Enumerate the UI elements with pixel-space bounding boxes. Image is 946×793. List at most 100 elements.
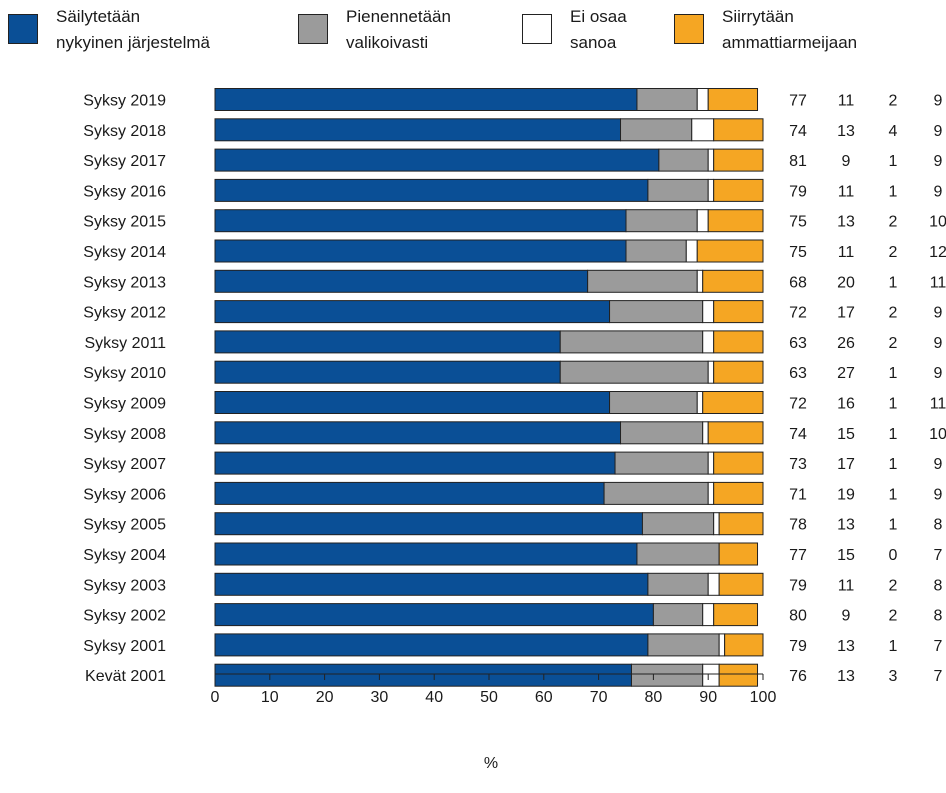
value-label: 11	[838, 244, 855, 261]
category-label: Syksy 2011	[84, 335, 166, 352]
bar-segment-1-row-15	[214, 512, 643, 536]
x-tick-label: 20	[316, 689, 334, 706]
value-label: 77	[789, 547, 807, 564]
bar-segment-4-row-7	[702, 269, 764, 293]
value-label: 76	[789, 668, 807, 685]
value-label: 74	[789, 123, 807, 140]
bar-segment-3-row-19	[718, 633, 726, 657]
value-label: 2	[889, 305, 898, 322]
value-label: 9	[934, 456, 943, 473]
value-label: 27	[837, 365, 855, 382]
category-label: Syksy 2009	[83, 396, 166, 413]
bar-segment-3-row-12	[702, 421, 709, 445]
bar-segment-1-row-12	[214, 421, 622, 445]
value-label: 63	[789, 335, 807, 352]
bar-segment-2-row-2	[620, 118, 693, 142]
value-label: 9	[934, 365, 943, 382]
bar-segment-2-row-6	[625, 239, 687, 263]
bar-segment-2-row-5	[625, 209, 698, 233]
bar-segment-2-row-12	[620, 421, 704, 445]
value-label: 9	[934, 123, 943, 140]
bar-segment-2-row-1	[636, 88, 698, 111]
value-label: 9	[842, 153, 851, 170]
bar-segment-2-row-8	[609, 300, 704, 324]
value-label: 2	[889, 93, 898, 110]
value-label: 2	[889, 608, 898, 625]
bar-segment-4-row-18	[713, 603, 759, 627]
x-tick-label: 70	[590, 689, 608, 706]
legend-label-3: Ei osaa sanoa	[570, 7, 627, 52]
bar-segment-4-row-20	[718, 663, 759, 687]
category-label: Syksy 2002	[83, 608, 166, 625]
value-label: 13	[837, 668, 855, 685]
x-tick-label: 60	[535, 689, 553, 706]
value-label: 20	[837, 274, 855, 291]
value-label: 1	[889, 456, 898, 473]
value-label: 10	[929, 426, 946, 443]
bar-segment-3-row-9	[702, 330, 715, 354]
value-label: 13	[837, 123, 855, 140]
value-label: 11	[930, 274, 946, 291]
value-label: 81	[789, 153, 807, 170]
bars	[214, 88, 764, 687]
legend-swatch-3	[522, 14, 552, 44]
bar-segment-1-row-20	[214, 663, 632, 687]
category-label: Syksy 2005	[83, 517, 166, 534]
value-label: 11	[838, 577, 855, 594]
bar-segment-1-row-11	[214, 391, 611, 414]
value-label: 2	[889, 577, 898, 594]
value-label: 8	[934, 608, 943, 625]
value-label: 11	[930, 396, 946, 413]
value-label: 7	[934, 668, 943, 685]
bar-segment-1-row-7	[214, 269, 589, 293]
bar-segment-3-row-15	[713, 512, 720, 536]
bar-segment-2-row-16	[636, 542, 720, 566]
x-axis: 0 10 20 30 40 50 60 70 80 90 100	[211, 673, 776, 706]
bar-segment-3-row-11	[696, 391, 704, 414]
value-label: 77	[789, 93, 807, 110]
value-label: 9	[934, 183, 943, 200]
bar-segment-2-row-15	[641, 512, 715, 536]
legend-label-2: Pienennetään valikoivasti	[346, 7, 451, 52]
bar-segment-4-row-14	[713, 481, 764, 505]
bar-segment-3-row-13	[707, 451, 715, 475]
bar-segment-2-row-19	[647, 633, 720, 657]
bar-segment-3-row-2	[691, 118, 715, 142]
category-label: Syksy 2001	[83, 638, 166, 655]
category-label: Syksy 2007	[83, 456, 166, 473]
value-label: 9	[934, 153, 943, 170]
bar-segment-2-row-4	[647, 178, 709, 202]
value-label: 11	[838, 183, 855, 200]
bar-segment-1-row-13	[214, 451, 616, 475]
value-label: 1	[889, 638, 898, 655]
bar-segment-2-row-3	[658, 148, 709, 172]
category-label: Syksy 2006	[83, 486, 166, 503]
value-label: 2	[889, 214, 898, 231]
x-tick-label: 30	[371, 689, 389, 706]
bar-segment-2-row-20	[630, 663, 704, 687]
category-label: Syksy 2008	[83, 426, 166, 443]
bar-segment-4-row-8	[713, 300, 764, 324]
value-label: 80	[789, 608, 807, 625]
bar-segment-3-row-7	[696, 269, 704, 293]
bar-segment-4-row-15	[718, 512, 764, 536]
bar-segment-4-row-11	[702, 391, 764, 414]
value-label: 75	[789, 214, 807, 231]
bar-segment-4-row-16	[718, 542, 759, 566]
bar-segment-4-row-17	[718, 572, 764, 596]
x-tick-label: 10	[261, 689, 279, 706]
value-label: 9	[842, 608, 851, 625]
value-label: 10	[929, 214, 946, 231]
category-label: Syksy 2014	[83, 244, 166, 261]
bar-segment-4-row-12	[707, 421, 764, 445]
value-label: 1	[889, 426, 898, 443]
bar-segment-3-row-14	[707, 481, 715, 505]
bar-segment-3-row-20	[702, 663, 720, 687]
bar-segment-4-row-9	[713, 330, 764, 354]
bar-segment-3-row-18	[702, 603, 715, 627]
bar-segment-2-row-9	[559, 330, 704, 354]
value-label: 1	[889, 274, 898, 291]
value-label: 4	[889, 123, 898, 140]
bar-segment-3-row-6	[685, 239, 698, 263]
value-label: 72	[789, 305, 807, 322]
